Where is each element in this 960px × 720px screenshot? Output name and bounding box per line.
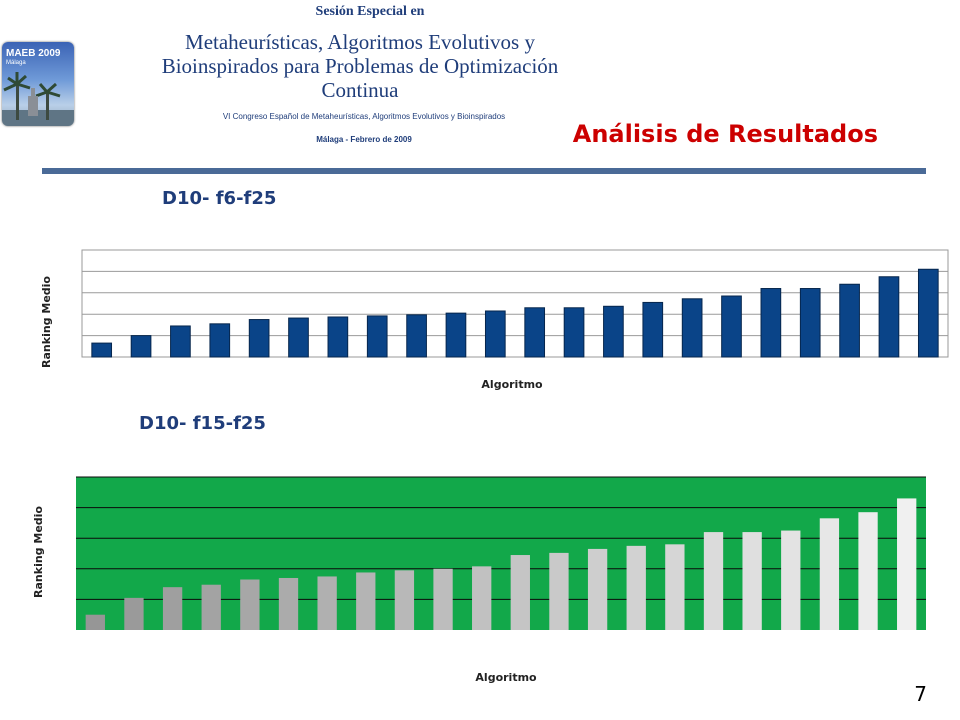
chart2-bar bbox=[394, 570, 415, 630]
chart1-bar bbox=[484, 310, 506, 358]
chart2-bar bbox=[781, 530, 801, 630]
chart2-bar bbox=[819, 518, 840, 630]
chart2-bar bbox=[858, 512, 878, 630]
chart1-y-axis-label: Ranking Medio bbox=[40, 276, 53, 368]
chart1-x-axis-label: Algoritmo bbox=[481, 378, 543, 391]
chart2-bar bbox=[626, 545, 646, 630]
slide-title: Análisis de Resultados bbox=[572, 120, 878, 148]
chart1-bar bbox=[130, 335, 152, 358]
palm-tree-icon bbox=[2, 72, 74, 126]
chart1-bar bbox=[327, 316, 349, 358]
chart1-bar bbox=[839, 283, 860, 358]
page-number: 7 bbox=[914, 682, 927, 706]
chart1-bar bbox=[917, 268, 939, 358]
chart2-bar bbox=[703, 532, 724, 630]
logo-title: MAEB 2009 bbox=[6, 48, 61, 59]
congress-text: VI Congreso Español de Metaheurísticas, … bbox=[222, 112, 506, 121]
chart2-bar bbox=[317, 576, 337, 630]
chart1-bar bbox=[681, 298, 703, 358]
chart2-bar bbox=[510, 555, 530, 630]
chart2-bar bbox=[742, 532, 762, 630]
chart2-bar bbox=[433, 568, 453, 630]
session-line1: Sesión Especial en bbox=[315, 4, 425, 19]
chart1-bar bbox=[563, 307, 585, 358]
chart2-y-axis-label: Ranking Medio bbox=[32, 506, 45, 598]
title-rule bbox=[42, 168, 926, 174]
chart2-bar bbox=[240, 579, 260, 630]
chart1-bar bbox=[878, 276, 900, 358]
chart2-bar bbox=[124, 597, 144, 630]
session-title-line3: Continua bbox=[321, 78, 399, 102]
chart2-bar bbox=[162, 587, 183, 630]
chart2-bar bbox=[897, 498, 917, 630]
chart1-bar bbox=[760, 288, 782, 358]
session-title-line2: Bioinspirados para Problemas de Optimiza… bbox=[161, 54, 559, 78]
chart2-heading: D10- f15-f25 bbox=[139, 413, 266, 434]
chart2-bar bbox=[587, 548, 608, 630]
maeb-logo: MAEB 2009 Málaga bbox=[2, 42, 74, 126]
chart2-bar bbox=[201, 584, 221, 630]
chart1-bar bbox=[524, 307, 546, 358]
chart2-bar bbox=[356, 572, 376, 630]
chart1-bar bbox=[288, 317, 309, 358]
session-title-line1: Metaheurísticas, Algoritmos Evolutivos y bbox=[185, 30, 535, 54]
chart1-bar bbox=[248, 319, 270, 358]
chart2-bar bbox=[665, 544, 685, 630]
chart1-bar bbox=[406, 314, 427, 358]
chart1-bar bbox=[170, 325, 191, 358]
chart2-bar bbox=[85, 614, 105, 630]
session-header: Sesión Especial en Metaheurísticas, Algo… bbox=[110, 4, 610, 102]
chart2-bar bbox=[549, 552, 569, 630]
chart1-bar bbox=[91, 342, 113, 358]
chart2-x-axis-label: Algoritmo bbox=[475, 671, 537, 684]
chart2: Algoritmo Ranking Medio bbox=[32, 476, 926, 684]
chart2-bar bbox=[472, 566, 492, 630]
chart1: Algoritmo Ranking Medio bbox=[40, 249, 949, 391]
chart1-bar bbox=[603, 305, 624, 358]
chart1-heading: D10- f6-f25 bbox=[162, 188, 277, 209]
congress-date: Málaga - Febrero de 2009 bbox=[316, 135, 412, 144]
chart1-bar bbox=[366, 315, 388, 358]
chart1-bar bbox=[445, 312, 467, 358]
chart2-bar bbox=[278, 577, 299, 630]
logo-subtitle: Málaga bbox=[6, 60, 26, 66]
chart1-bar bbox=[721, 295, 742, 358]
chart1-bar bbox=[209, 323, 231, 358]
chart1-bar bbox=[642, 301, 664, 358]
chart1-bar bbox=[799, 288, 821, 358]
